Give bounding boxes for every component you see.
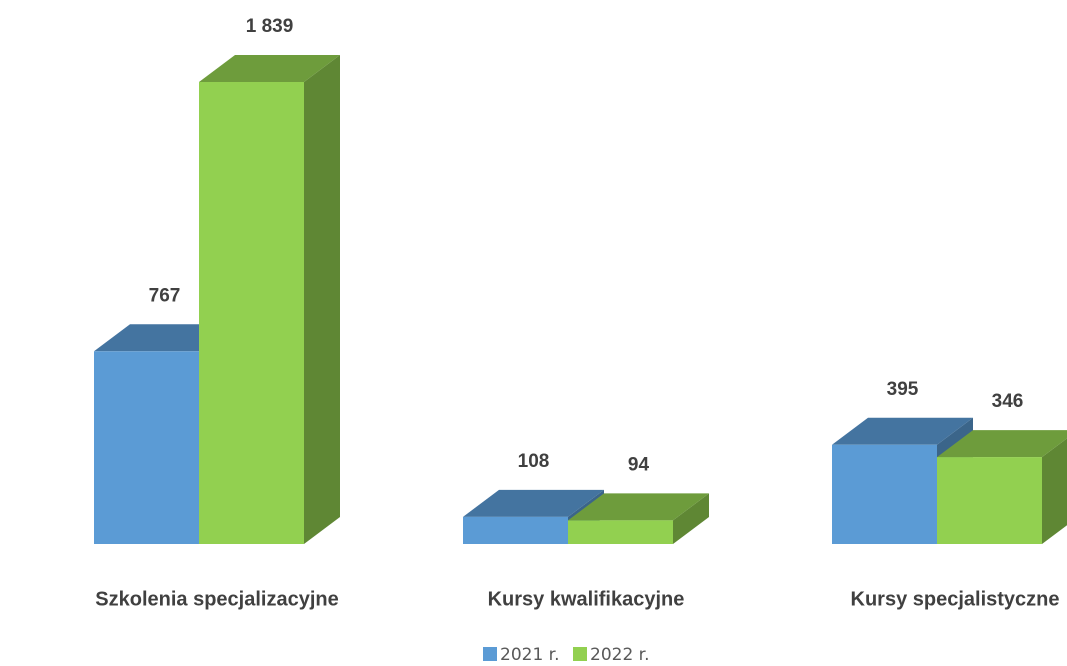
x-tick-label: Kursy kwalifikacyjne [488,588,685,610]
bar [199,55,340,544]
bar-side [673,493,709,544]
bar-front [937,457,1042,544]
bar-top [832,417,973,445]
bar [937,430,1067,544]
x-tick-label: Kursy specjalistyczne [851,588,1060,610]
bar [568,493,709,544]
x-tick-label: Szkolenia specjalizacyjne [95,588,338,610]
bar-side [1042,438,1067,544]
data-label: 346 [992,391,1024,412]
legend-swatch [483,647,497,661]
bar-front [463,516,568,544]
bar-top [568,493,709,521]
data-label: 767 [149,285,181,306]
data-label: 1 839 [246,16,294,37]
data-label: 94 [628,454,650,475]
bar-front [94,351,199,544]
legend-label: 2021 r. [500,645,560,665]
data-label: 395 [887,379,919,400]
data-label: 108 [518,451,550,472]
bar-top [463,489,604,517]
bar-front [199,82,304,544]
legend-label: 2022 r. [590,645,650,665]
bar-top [937,430,1067,458]
bar-front [832,444,937,544]
legend-swatch [573,647,587,661]
bar-side [304,55,340,544]
bar-front [568,520,673,544]
bar-top [199,55,340,82]
